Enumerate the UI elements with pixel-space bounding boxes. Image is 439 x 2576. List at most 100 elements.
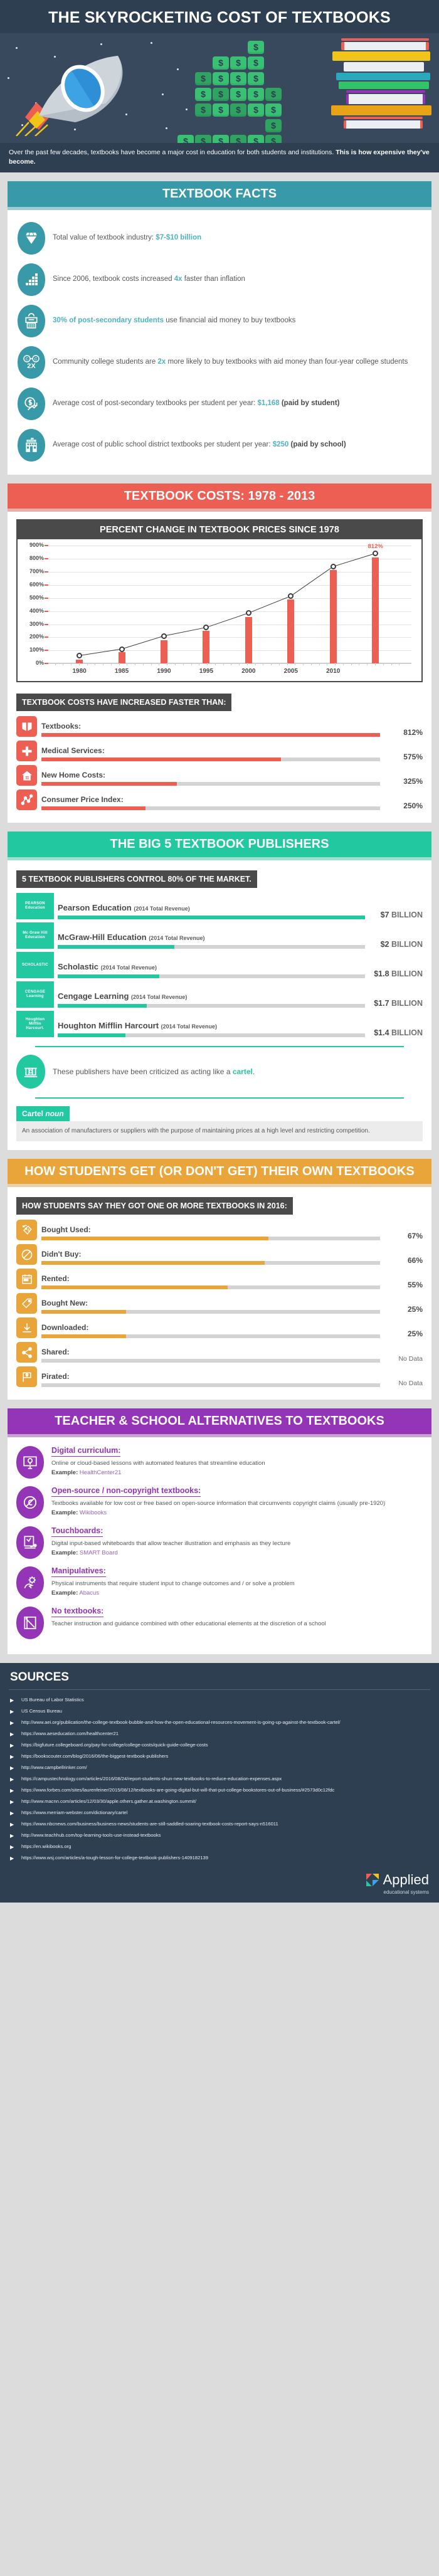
source-text: http://www.teachhub.com/top-learning-too…: [21, 1832, 161, 1838]
publisher-logo-line: SCHOLASTIC: [22, 963, 48, 967]
publisher-track: [58, 1004, 365, 1008]
progress-row: Pirated: No Data: [16, 1366, 423, 1388]
progress-fill: [41, 1310, 126, 1314]
progress-fill: [41, 1261, 265, 1265]
progress-track: [41, 782, 380, 786]
publisher-logo-line: Mifflin: [29, 1021, 41, 1026]
source-item[interactable]: ▶ http://www.aei.org/publication/the-coll…: [0, 1718, 439, 1729]
source-item[interactable]: ▶ https://www.nbcnews.com/business/busine…: [0, 1819, 439, 1830]
source-item[interactable]: ▶ https://www.forbes.com/sites/laurenfein…: [0, 1785, 439, 1797]
source-item[interactable]: ▶ https://campustechnology.com/articles/2…: [0, 1774, 439, 1785]
chart-y-tick: [45, 558, 48, 560]
publisher-track: [58, 1033, 365, 1038]
fact-text-before: Community college students are: [53, 358, 158, 366]
source-item[interactable]: ▶ https://www.aeseducation.com/healthcent…: [0, 1729, 439, 1740]
bank-icon: [16, 1055, 45, 1089]
triangle-bullet-icon: ▶: [10, 1821, 14, 1827]
chart-y-tick-label: 600%: [29, 581, 44, 588]
chart-x-minor-tick: [287, 663, 288, 666]
chart-y-tick-label: 900%: [29, 542, 44, 549]
chart-bar: [203, 631, 210, 664]
example-value: SMART Board: [79, 1549, 118, 1556]
source-item[interactable]: ▶ http://www.macnn.com/articles/12/03/30/…: [0, 1797, 439, 1808]
fact-highlight: $1,168: [257, 399, 280, 408]
source-text: http://www.aei.org/publication/the-colle…: [21, 1719, 341, 1725]
source-item[interactable]: ▶ https://en.wikibooks.org: [0, 1842, 439, 1853]
alternative-body: No textbooks: Teacher instruction and gui…: [51, 1605, 326, 1628]
source-item[interactable]: ▶ http://www.campbellrinker.com/: [0, 1763, 439, 1774]
publisher-value: $7 BILLION: [380, 911, 423, 920]
comparison-heading: TEXTBOOK COSTS HAVE INCREASED FASTER THA…: [16, 694, 232, 712]
fact-highlight: 2x: [157, 358, 166, 366]
progress-track: [41, 1383, 380, 1388]
definition-term: Cartel: [22, 1109, 46, 1119]
publisher-fill: [58, 916, 365, 920]
source-item[interactable]: ▶ https://www.wsj.com/articles/a-tough-le…: [0, 1853, 439, 1864]
progress-fill: [41, 782, 177, 786]
intro-text-bold: This is how expensive they've become.: [9, 149, 430, 166]
progress-row: Consumer Price Index: 250%: [16, 789, 423, 811]
students-section-heading: HOW STUDENTS GET (OR DON'T GET) THEIR OW…: [8, 1158, 431, 1184]
cartel-text: These publishers have been criticized as…: [53, 1066, 255, 1077]
publisher-value: $1.8 BILLION: [374, 969, 423, 979]
triangle-bullet-icon: ▶: [10, 1765, 14, 1771]
chart-data-point: [203, 625, 209, 631]
fact-text-bold: (paid by school): [290, 441, 346, 449]
chart-gridline: [48, 611, 411, 612]
progress-main: Bought New:: [37, 1299, 380, 1314]
progress-fill: [41, 733, 380, 737]
alternative-body: Digital curriculum: Online or cloud-based…: [51, 1445, 265, 1476]
publisher-fill: [58, 945, 175, 949]
publisher-logo-line: Houghton: [25, 1017, 45, 1021]
source-text: https://bigfuture.collegeboard.org/pay-f…: [21, 1741, 208, 1748]
hand-gear-icon: [16, 1566, 44, 1599]
source-item[interactable]: ▶ https://bigfuture.collegeboard.org/pay-…: [0, 1740, 439, 1751]
chart-data-point: [77, 653, 83, 659]
backpack-money-icon: $$$: [18, 304, 45, 337]
source-item[interactable]: ▶ https://www.merriam-webster.com/diction…: [0, 1808, 439, 1819]
publisher-name: Scholastic (2014 Total Revenue): [58, 962, 157, 972]
costs-section-heading: TEXTBOOK COSTS: 1978 - 2013: [8, 483, 431, 509]
source-text: US Census Bureau: [21, 1708, 63, 1714]
chart-x-minor-tick: [175, 663, 176, 666]
students-card: HOW STUDENTS SAY THEY GOT ONE OR MORE TE…: [8, 1187, 431, 1400]
progress-label: New Home Costs:: [41, 771, 106, 780]
source-item[interactable]: ▶ US Census Bureau: [0, 1706, 439, 1718]
progress-label: Textbooks:: [41, 722, 82, 731]
chart-y-tick: [45, 623, 48, 625]
progress-row: $ Bought Used: 67%: [16, 1220, 423, 1241]
money-bills-group: $ $ $ $ $ $ $ $ $ $ $ $ $ $ $ $ $ $$ $ $ $ $ $ $: [177, 40, 282, 143]
triangle-bullet-icon: ▶: [10, 1855, 14, 1861]
book-stack-illustration: [327, 38, 434, 130]
source-item[interactable]: ▶ http://www.teachhub.com/top-learning-to…: [0, 1830, 439, 1842]
publisher-logo-line: PEARSON: [25, 902, 45, 906]
hero-illustration: $ $ $ $ $ $ $ $ $ $ $ $ $ $ $ $ $ $$ $ $ $ $ $ $: [0, 33, 439, 143]
progress-track: [41, 1285, 380, 1290]
chart-y-tick: [45, 610, 48, 612]
costs-card: PERCENT CHANGE IN TEXTBOOK PRICES SINCE …: [8, 512, 431, 823]
fact-text-before: Since 2006, textbook costs increased: [53, 275, 174, 283]
source-item[interactable]: ▶ US Bureau of Labor Statistics: [0, 1695, 439, 1706]
chart-trend-line: [48, 546, 411, 663]
source-text: https://www.aeseducation.com/healthcente…: [21, 1730, 119, 1736]
source-item[interactable]: ▶ https://bookscouter.com/blog/2016/06/th…: [0, 1751, 439, 1763]
alternatives-section: TEACHER & SCHOOL ALTERNATIVES TO TEXTBOO…: [0, 1408, 439, 1654]
chart-x-tick-label: 1990: [157, 668, 171, 675]
sources-rule: [9, 1689, 430, 1690]
alternative-example: Example: SMART Board: [51, 1549, 290, 1556]
alternative-row: Touchboards: Digital input-based whiteboa…: [16, 1525, 423, 1559]
publisher-fill: [58, 1004, 147, 1008]
progress-label: Shared:: [41, 1348, 70, 1357]
divider: [35, 1097, 404, 1099]
chart-bar: [372, 557, 379, 664]
chart-x-minor-tick: [182, 663, 184, 666]
progress-label: Consumer Price Index:: [41, 795, 124, 805]
publisher-fill: [58, 1033, 125, 1038]
fact-highlight: $7-$10 billion: [156, 234, 202, 242]
chart-y-tick: [45, 545, 48, 547]
fact-text-before: Average cost of post-secondary textbooks…: [53, 399, 258, 408]
fact-row: $$$ 30% of post-secondary students use f…: [16, 300, 423, 342]
fact-text-after: more likely to buy textbooks with aid mo…: [166, 358, 408, 366]
progress-row: Textbooks: 812%: [16, 716, 423, 737]
line-chart-icon: [16, 789, 37, 811]
